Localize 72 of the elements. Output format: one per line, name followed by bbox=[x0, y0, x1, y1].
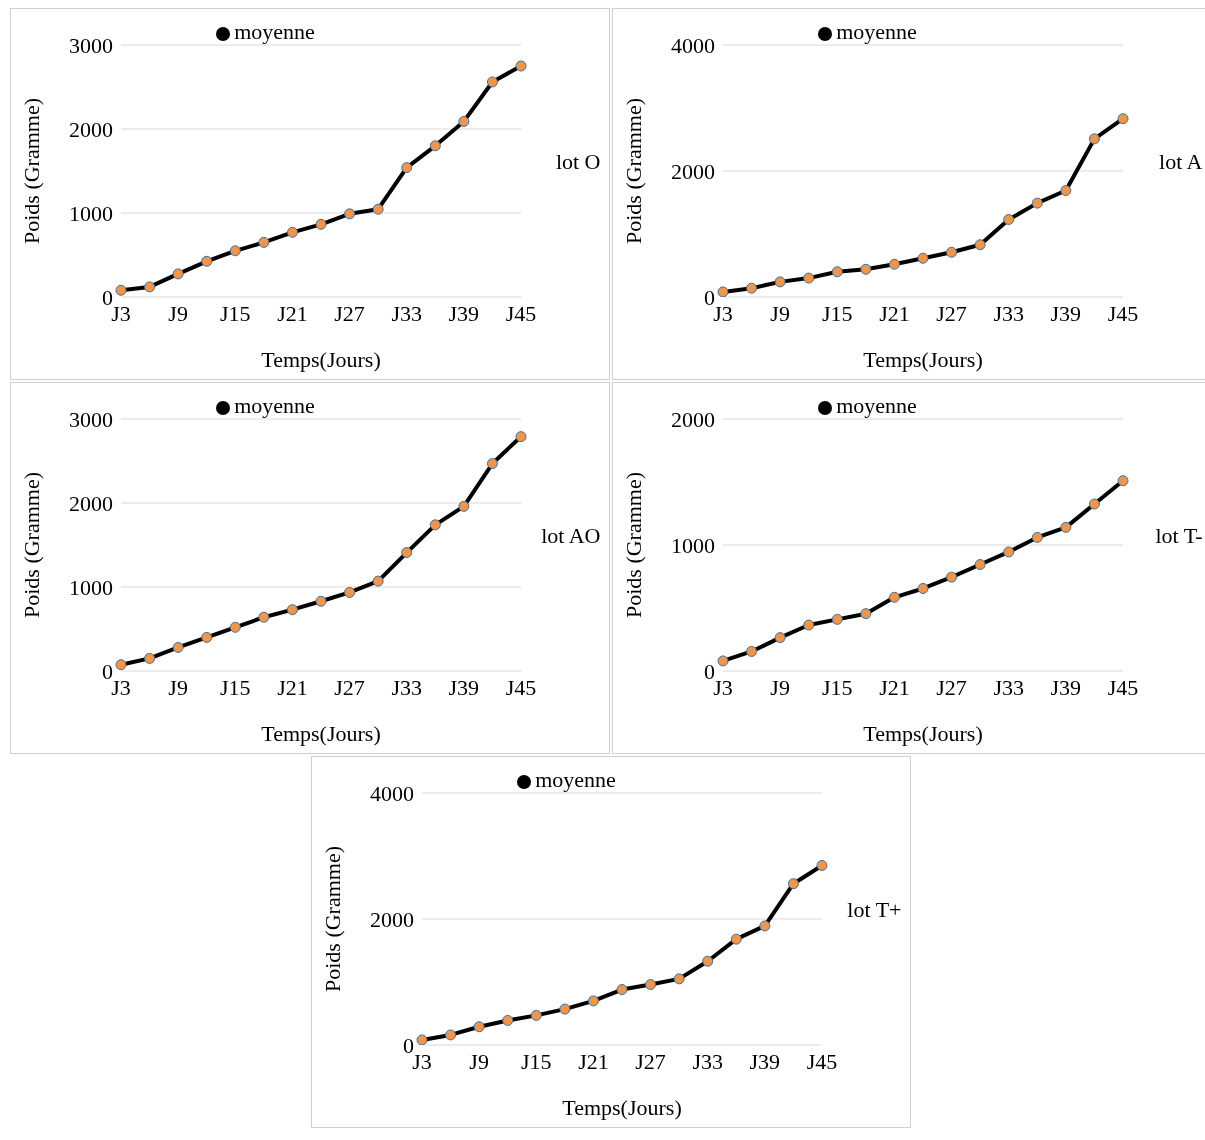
y-axis-title: Poids (Gramme) bbox=[620, 97, 646, 245]
x-tick-label: J45 bbox=[505, 674, 536, 700]
x-tick-label: J39 bbox=[1050, 300, 1081, 326]
x-tick-label: J9 bbox=[769, 674, 790, 700]
y-tick-label: 2000 bbox=[670, 158, 715, 184]
x-tick-label: J21 bbox=[878, 300, 910, 326]
legend-label: moyenne bbox=[836, 393, 917, 418]
y-tick-label: 3000 bbox=[68, 406, 113, 432]
y-tick-label: 4000 bbox=[670, 32, 715, 58]
x-tick-label: J9 bbox=[468, 1048, 489, 1074]
y-tick-label: 2000 bbox=[68, 490, 113, 516]
y-axis-title: Poids (Gramme) bbox=[319, 845, 345, 993]
legend-label: moyenne bbox=[234, 393, 315, 418]
x-tick-label: J33 bbox=[992, 674, 1024, 700]
x-tick-label: J9 bbox=[167, 300, 188, 326]
legend-label: moyenne bbox=[836, 19, 917, 44]
x-tick-label: J33 bbox=[390, 300, 422, 326]
text: lot T- bbox=[1155, 523, 1203, 549]
x-tick-label: J45 bbox=[505, 300, 536, 326]
x-tick-label: J21 bbox=[276, 300, 308, 326]
x-axis-title: Temps(Jours) bbox=[561, 1095, 682, 1120]
y-tick-label: 0 bbox=[402, 1032, 414, 1058]
y-axis-title: Poids (Gramme) bbox=[18, 97, 44, 245]
legend-label: moyenne bbox=[234, 19, 315, 44]
y-tick-label: 2000 bbox=[670, 406, 715, 432]
x-tick-label: J27 bbox=[935, 300, 967, 326]
x-tick-label: J21 bbox=[276, 674, 308, 700]
y-tick-label: 1000 bbox=[68, 200, 113, 226]
x-tick-label: J45 bbox=[806, 1048, 837, 1074]
x-axis-title: Temps(Jours) bbox=[862, 347, 983, 372]
y-tick-label: 1000 bbox=[68, 574, 113, 600]
y-tick-label: 2000 bbox=[68, 116, 113, 142]
x-tick-label: J39 bbox=[1050, 674, 1081, 700]
y-tick-label: 0 bbox=[703, 284, 715, 310]
x-tick-label: J27 bbox=[935, 674, 967, 700]
x-tick-label: J39 bbox=[749, 1048, 780, 1074]
y-tick-label: 4000 bbox=[369, 780, 414, 806]
y-tick-label: 3000 bbox=[68, 32, 113, 58]
y-axis-title: Poids (Gramme) bbox=[620, 471, 646, 619]
x-tick-label: J21 bbox=[577, 1048, 609, 1074]
x-tick-label: J45 bbox=[1107, 300, 1138, 326]
x-tick-label: J15 bbox=[821, 674, 853, 700]
text: lot AO bbox=[541, 523, 601, 549]
text: lot A bbox=[1159, 149, 1203, 175]
x-tick-label: J39 bbox=[448, 300, 479, 326]
x-tick-label: J33 bbox=[390, 674, 422, 700]
text: lot T+ bbox=[847, 897, 902, 923]
x-tick-label: J21 bbox=[878, 674, 910, 700]
x-axis-title: Temps(Jours) bbox=[260, 721, 381, 746]
y-tick-label: 0 bbox=[703, 658, 715, 684]
x-tick-label: J33 bbox=[992, 300, 1024, 326]
x-tick-label: J15 bbox=[821, 300, 853, 326]
x-tick-label: J9 bbox=[167, 674, 188, 700]
x-tick-label: J39 bbox=[448, 674, 479, 700]
y-tick-label: 0 bbox=[101, 284, 113, 310]
x-tick-label: J27 bbox=[333, 674, 365, 700]
x-tick-label: J9 bbox=[769, 300, 790, 326]
x-axis-title: Temps(Jours) bbox=[862, 721, 983, 746]
legend-label: moyenne bbox=[535, 767, 616, 792]
y-tick-label: 0 bbox=[101, 658, 113, 684]
text: lot O bbox=[555, 149, 601, 175]
x-tick-label: J15 bbox=[520, 1048, 552, 1074]
x-tick-label: J27 bbox=[333, 300, 365, 326]
x-tick-label: J45 bbox=[1107, 674, 1138, 700]
y-axis-title: Poids (Gramme) bbox=[18, 471, 44, 619]
x-tick-label: J15 bbox=[219, 674, 251, 700]
y-tick-label: 1000 bbox=[670, 532, 715, 558]
x-tick-label: J27 bbox=[634, 1048, 666, 1074]
x-tick-label: J33 bbox=[691, 1048, 723, 1074]
x-tick-label: J15 bbox=[219, 300, 251, 326]
y-tick-label: 2000 bbox=[369, 906, 414, 932]
x-axis-title: Temps(Jours) bbox=[260, 347, 381, 372]
